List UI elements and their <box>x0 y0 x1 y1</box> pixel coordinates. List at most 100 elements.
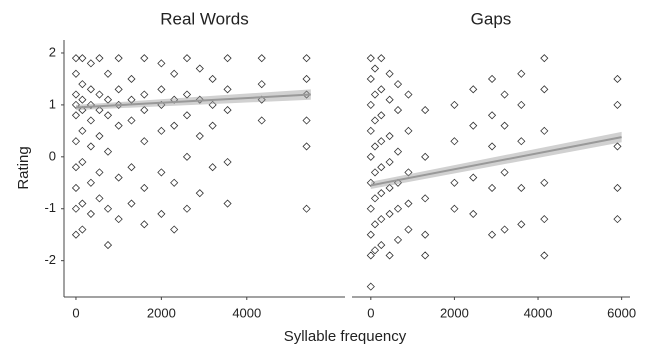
point <box>78 106 87 115</box>
trend-line <box>370 136 622 187</box>
point <box>223 85 232 94</box>
point <box>170 225 179 234</box>
point <box>103 95 113 104</box>
point <box>613 100 622 109</box>
y-axis-label: Rating <box>15 146 32 189</box>
point <box>393 106 403 115</box>
point <box>157 168 166 177</box>
point <box>421 251 430 260</box>
point <box>95 106 104 115</box>
point <box>86 59 95 68</box>
point <box>127 163 136 172</box>
point <box>487 111 497 120</box>
point <box>257 54 266 63</box>
point <box>366 282 375 291</box>
point <box>540 126 549 135</box>
point <box>95 131 104 141</box>
point <box>487 230 497 239</box>
point <box>404 225 413 234</box>
point <box>366 74 375 84</box>
point <box>140 54 149 63</box>
point <box>370 194 380 203</box>
point <box>95 90 104 99</box>
point <box>95 194 104 203</box>
point <box>302 116 311 125</box>
point <box>114 173 123 182</box>
point <box>71 90 81 99</box>
point <box>195 64 204 73</box>
point <box>114 100 123 109</box>
point <box>71 163 81 172</box>
point <box>469 121 478 130</box>
point <box>377 111 386 120</box>
point <box>86 178 95 187</box>
point <box>393 204 403 213</box>
point <box>370 246 380 255</box>
point <box>302 142 311 151</box>
point <box>366 126 375 135</box>
point <box>370 64 380 73</box>
point <box>114 215 123 224</box>
point <box>157 209 166 218</box>
point <box>366 230 375 239</box>
point <box>78 199 87 208</box>
point <box>127 95 136 104</box>
point <box>613 74 622 84</box>
point <box>370 220 380 229</box>
point <box>487 142 497 151</box>
point <box>370 90 380 99</box>
point <box>385 131 394 141</box>
point <box>170 69 179 78</box>
point <box>540 54 549 63</box>
point <box>377 163 386 172</box>
point <box>195 95 204 104</box>
point <box>223 54 232 63</box>
point <box>366 251 375 260</box>
point <box>385 183 394 193</box>
point <box>487 74 497 84</box>
point <box>195 131 204 141</box>
point <box>140 220 149 229</box>
point <box>86 142 95 151</box>
point <box>377 189 386 198</box>
point <box>78 54 87 63</box>
point <box>170 95 179 104</box>
point <box>257 95 266 104</box>
point <box>95 168 104 177</box>
y-tick-label: -1 <box>44 200 56 215</box>
point <box>540 178 549 187</box>
point <box>302 90 311 99</box>
point <box>377 85 386 94</box>
point <box>366 204 375 213</box>
point <box>393 178 403 187</box>
point <box>208 74 217 84</box>
point <box>370 116 380 125</box>
point <box>170 178 179 187</box>
point <box>103 69 113 78</box>
point <box>86 116 95 125</box>
point <box>78 95 87 104</box>
point <box>613 215 622 224</box>
point <box>95 54 104 63</box>
x-tick-label: 4000 <box>232 305 261 320</box>
point <box>223 199 232 208</box>
point <box>421 152 430 161</box>
point <box>450 204 459 213</box>
point <box>500 168 509 177</box>
point <box>140 183 149 193</box>
point <box>404 168 413 177</box>
point <box>366 54 375 63</box>
point <box>86 85 95 94</box>
point <box>71 183 81 193</box>
point <box>71 100 81 109</box>
point <box>71 137 81 146</box>
y-tick-label: 0 <box>49 148 56 163</box>
point <box>393 80 403 89</box>
point <box>157 126 166 135</box>
point <box>127 74 136 84</box>
point <box>140 106 149 115</box>
panel-title: Gaps <box>471 9 512 28</box>
point <box>103 147 113 156</box>
point <box>469 173 478 182</box>
point <box>182 90 192 99</box>
